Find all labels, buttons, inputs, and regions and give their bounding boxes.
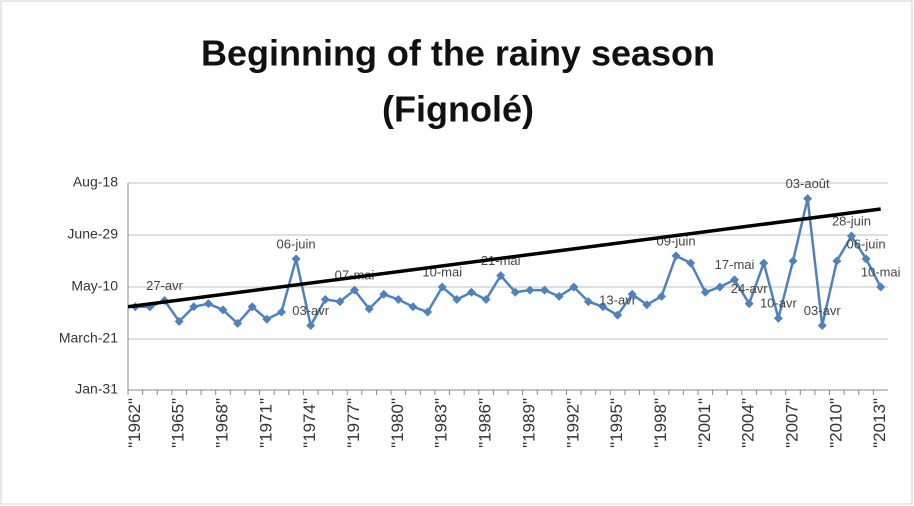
chart-title: Beginning of the rainy season [201, 33, 715, 74]
x-tick-label: "2010" [826, 398, 845, 448]
x-tick-label: "1974" [300, 398, 319, 448]
x-tick-label: "1971" [256, 398, 275, 448]
trendline [127, 207, 881, 309]
marker [554, 291, 564, 301]
marker [656, 291, 666, 301]
x-tick-label: "1962" [125, 398, 144, 448]
value-label: 03-août [786, 176, 830, 191]
marker [671, 251, 681, 261]
marker [262, 314, 272, 324]
x-tick-label: "1998" [651, 398, 670, 448]
marker [700, 287, 710, 297]
marker [189, 302, 199, 312]
x-tick-label: "1965" [169, 398, 188, 448]
x-tick-label: "1992" [563, 398, 582, 448]
marker [423, 307, 433, 317]
x-tick-label: "1980" [388, 398, 407, 448]
value-label: 24-avr [731, 281, 769, 296]
value-label: 10-mai [861, 264, 901, 279]
marker [686, 258, 696, 268]
marker [291, 254, 301, 264]
chart-title: (Fignolé) [382, 89, 534, 130]
marker [233, 318, 243, 328]
marker [817, 321, 827, 331]
marker [846, 231, 856, 241]
marker [247, 302, 257, 312]
x-tick-label: "2007" [782, 398, 801, 448]
marker [203, 299, 213, 309]
value-label: 10-avr [760, 296, 798, 311]
marker [350, 285, 360, 295]
marker [627, 289, 637, 299]
marker [306, 321, 316, 331]
marker [583, 297, 593, 307]
marker [642, 300, 652, 310]
marker [540, 285, 550, 295]
y-tick-label: June-29 [67, 226, 118, 242]
value-label: 17-mai [715, 257, 755, 272]
marker [335, 297, 345, 307]
marker [861, 254, 871, 264]
x-tick-label: "1977" [344, 398, 363, 448]
x-tick-label: "1989" [519, 398, 538, 448]
marker [715, 282, 725, 292]
marker [876, 282, 886, 292]
x-tick-label: "2004" [739, 398, 758, 448]
x-tick-label: "1986" [476, 398, 495, 448]
y-tick-label: May-10 [71, 278, 118, 294]
marker [481, 295, 491, 305]
marker [174, 316, 184, 326]
marker [379, 289, 389, 299]
marker [788, 256, 798, 266]
marker [393, 295, 403, 305]
value-label: 03-avr [292, 303, 330, 318]
value-label: 03-avr [804, 303, 842, 318]
marker [510, 287, 520, 297]
marker [452, 295, 462, 305]
marker [320, 295, 330, 305]
y-tick-label: Jan-31 [75, 381, 118, 397]
marker [466, 287, 476, 297]
marker [803, 194, 813, 204]
marker [773, 313, 783, 323]
marker [364, 304, 374, 314]
y-tick-label: Aug-18 [73, 174, 118, 190]
marker [408, 302, 418, 312]
x-tick-label: "1968" [212, 398, 231, 448]
value-label: 27-avr [146, 278, 184, 293]
y-tick-label: March-21 [59, 330, 118, 346]
marker [496, 271, 506, 281]
x-tick-label: "1983" [432, 398, 451, 448]
marker [730, 275, 740, 285]
x-tick-label: "2001" [695, 398, 714, 448]
marker [525, 285, 535, 295]
value-label: 28-juin [832, 213, 871, 228]
value-label: 13-avr [599, 293, 637, 308]
marker [598, 302, 608, 312]
x-tick-label: "2013" [870, 398, 889, 448]
marker [759, 258, 769, 268]
marker [832, 256, 842, 266]
marker [218, 305, 228, 315]
marker [744, 299, 754, 309]
x-tick-label: "1995" [607, 398, 626, 448]
marker [569, 282, 579, 292]
value-label: 06-juin [277, 236, 316, 251]
marker [276, 307, 286, 317]
marker [613, 310, 623, 320]
value-label: 06-juin [847, 236, 886, 251]
marker [437, 282, 447, 292]
series-line [135, 198, 882, 329]
